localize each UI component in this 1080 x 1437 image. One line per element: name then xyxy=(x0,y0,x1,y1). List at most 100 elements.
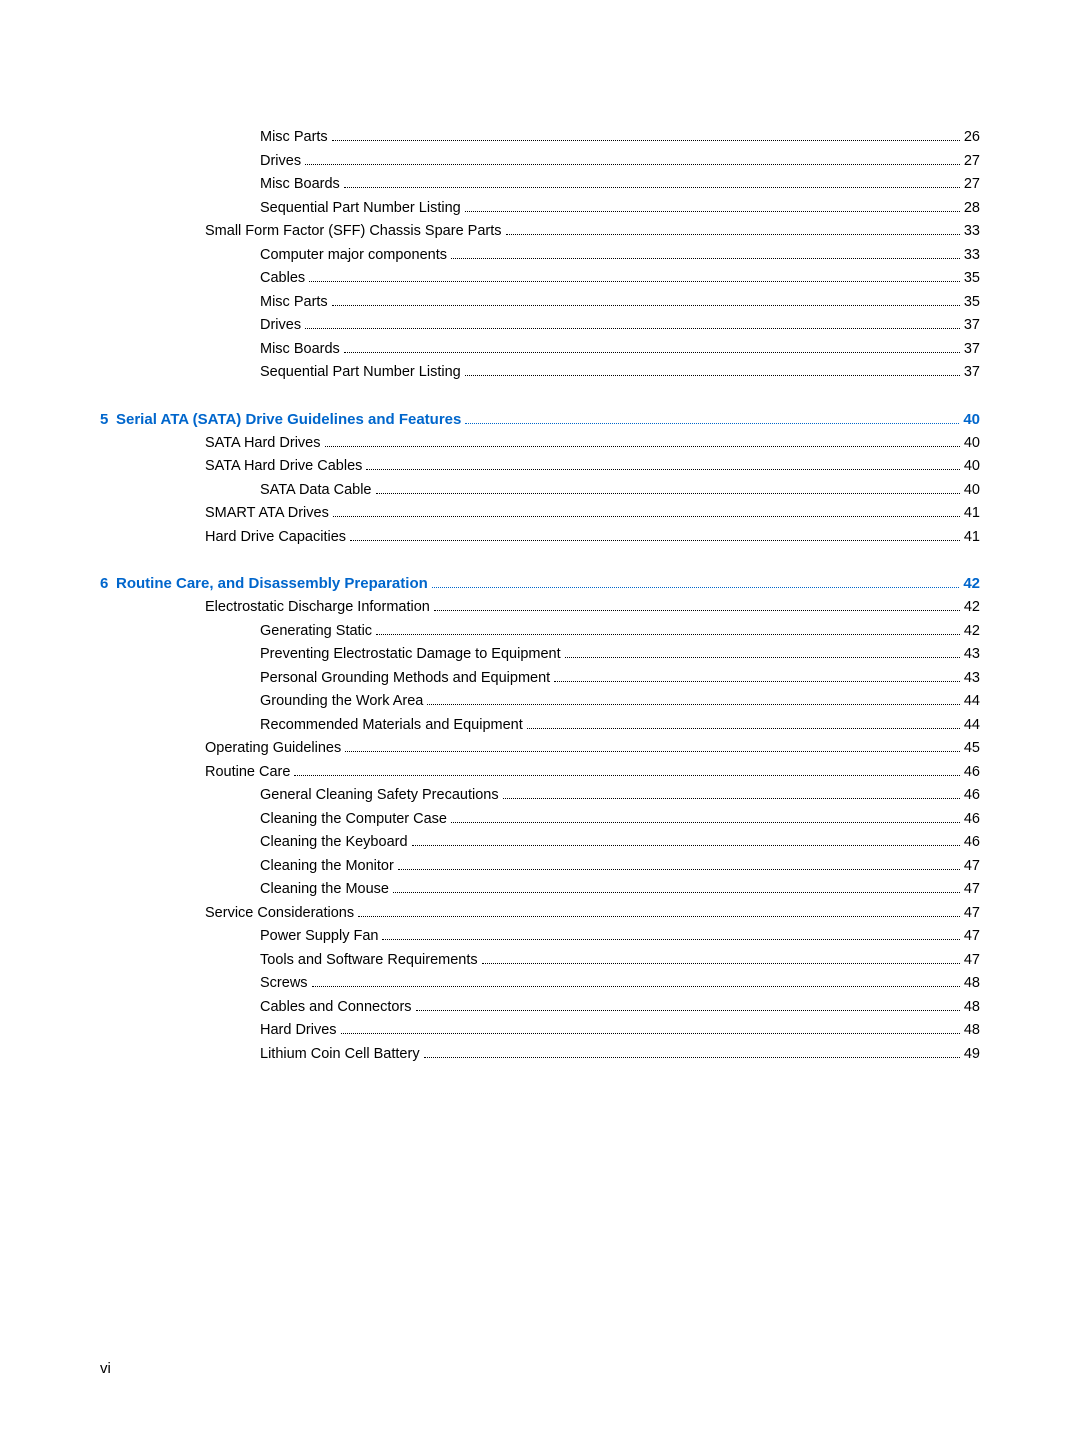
toc-entry[interactable]: Personal Grounding Methods and Equipment… xyxy=(100,671,980,686)
toc-entry[interactable]: Tools and Software Requirements 47 xyxy=(100,953,980,968)
toc-label: SATA Hard Drive Cables xyxy=(205,459,362,474)
toc-label: Routine Care, and Disassembly Preparatio… xyxy=(116,576,428,591)
toc-entry[interactable]: Screws 48 xyxy=(100,976,980,991)
toc-leader-dots xyxy=(309,281,960,282)
toc-entry[interactable]: Recommended Materials and Equipment 44 xyxy=(100,718,980,733)
toc-entry[interactable]: Computer major components 33 xyxy=(100,248,980,263)
toc-entry[interactable]: Cleaning the Monitor 47 xyxy=(100,859,980,874)
toc-entry[interactable]: SMART ATA Drives 41 xyxy=(100,506,980,521)
toc-entry[interactable]: SATA Hard Drives 40 xyxy=(100,436,980,451)
toc-page-number: 48 xyxy=(964,976,980,991)
toc-label: Cleaning the Computer Case xyxy=(260,812,447,827)
toc-page-number: 35 xyxy=(964,295,980,310)
toc-leader-dots xyxy=(366,469,959,470)
toc-entry[interactable]: Generating Static 42 xyxy=(100,624,980,639)
toc-page-number: 43 xyxy=(964,671,980,686)
toc-page-number: 44 xyxy=(964,694,980,709)
toc-label: Recommended Materials and Equipment xyxy=(260,718,523,733)
toc-entry[interactable]: Cleaning the Computer Case 46 xyxy=(100,812,980,827)
toc-leader-dots xyxy=(305,328,960,329)
toc-label: Cleaning the Mouse xyxy=(260,882,389,897)
toc-entry[interactable]: Cleaning the Keyboard 46 xyxy=(100,835,980,850)
toc-page: Misc Parts 26Drives 27Misc Boards 27Sequ… xyxy=(0,0,1080,1437)
chapter-number: 5 xyxy=(100,412,116,427)
toc-entry[interactable]: SATA Data Cable 40 xyxy=(100,483,980,498)
toc-label: Cleaning the Keyboard xyxy=(260,835,408,850)
toc-entry[interactable]: Misc Boards 27 xyxy=(100,177,980,192)
toc-leader-dots xyxy=(376,634,960,635)
toc-entry[interactable]: Drives 27 xyxy=(100,154,980,169)
toc-leader-dots xyxy=(565,657,960,658)
toc-page-number: 47 xyxy=(964,882,980,897)
toc-entry[interactable]: SATA Hard Drive Cables 40 xyxy=(100,459,980,474)
toc-leader-dots xyxy=(434,610,960,611)
page-number: vi xyxy=(100,1360,111,1377)
toc-entry[interactable]: Hard Drive Capacities 41 xyxy=(100,530,980,545)
toc-entry[interactable]: Misc Boards 37 xyxy=(100,342,980,357)
toc-label: Preventing Electrostatic Damage to Equip… xyxy=(260,647,561,662)
toc-page-number: 46 xyxy=(964,765,980,780)
toc-page-number: 26 xyxy=(964,130,980,145)
toc-label: SMART ATA Drives xyxy=(205,506,329,521)
toc-entry[interactable]: Hard Drives 48 xyxy=(100,1023,980,1038)
toc-entry[interactable]: Misc Parts 35 xyxy=(100,295,980,310)
chapter-number: 6 xyxy=(100,576,116,591)
toc-page-number: 33 xyxy=(964,224,980,239)
toc-page-number: 40 xyxy=(964,459,980,474)
toc-leader-dots xyxy=(345,751,960,752)
toc-leader-dots xyxy=(358,916,960,917)
toc-entry[interactable]: Sequential Part Number Listing 28 xyxy=(100,201,980,216)
toc-entry[interactable]: Preventing Electrostatic Damage to Equip… xyxy=(100,647,980,662)
toc-label: Drives xyxy=(260,318,301,333)
toc-leader-dots xyxy=(325,446,960,447)
toc-label: Cleaning the Monitor xyxy=(260,859,394,874)
toc-page-number: 47 xyxy=(964,859,980,874)
toc-page-number: 40 xyxy=(963,412,980,427)
toc-entry[interactable]: Drives 37 xyxy=(100,318,980,333)
toc-page-number: 43 xyxy=(964,647,980,662)
toc-label: Sequential Part Number Listing xyxy=(260,365,461,380)
toc-entry[interactable]: Small Form Factor (SFF) Chassis Spare Pa… xyxy=(100,224,980,239)
toc-label: Electrostatic Discharge Information xyxy=(205,600,430,615)
toc-label: Small Form Factor (SFF) Chassis Spare Pa… xyxy=(205,224,502,239)
toc-leader-dots xyxy=(332,305,960,306)
toc-entry[interactable]: Lithium Coin Cell Battery 49 xyxy=(100,1047,980,1062)
toc-page-number: 33 xyxy=(964,248,980,263)
toc-page-number: 45 xyxy=(964,741,980,756)
toc-label: Computer major components xyxy=(260,248,447,263)
toc-leader-dots xyxy=(527,728,960,729)
toc-chapter-entry[interactable]: 6Routine Care, and Disassembly Preparati… xyxy=(100,576,980,591)
toc-page-number: 27 xyxy=(964,177,980,192)
toc-leader-dots xyxy=(503,798,960,799)
toc-label: Cables xyxy=(260,271,305,286)
toc-page-number: 48 xyxy=(964,1000,980,1015)
toc-entry[interactable]: Electrostatic Discharge Information 42 xyxy=(100,600,980,615)
toc-label: Routine Care xyxy=(205,765,290,780)
toc-entry[interactable]: Routine Care 46 xyxy=(100,765,980,780)
toc-leader-dots xyxy=(451,258,960,259)
toc-entry[interactable]: General Cleaning Safety Precautions 46 xyxy=(100,788,980,803)
toc-label: Hard Drives xyxy=(260,1023,337,1038)
toc-label: Screws xyxy=(260,976,308,991)
toc-leader-dots xyxy=(416,1010,960,1011)
toc-leader-dots xyxy=(382,939,959,940)
toc-leader-dots xyxy=(341,1033,960,1034)
toc-entry[interactable]: Cleaning the Mouse 47 xyxy=(100,882,980,897)
toc-entry[interactable]: Cables and Connectors 48 xyxy=(100,1000,980,1015)
toc-label: General Cleaning Safety Precautions xyxy=(260,788,499,803)
toc-chapter-entry[interactable]: 5Serial ATA (SATA) Drive Guidelines and … xyxy=(100,412,980,427)
toc-page-number: 47 xyxy=(964,953,980,968)
toc-page-number: 40 xyxy=(964,483,980,498)
toc-label: Grounding the Work Area xyxy=(260,694,423,709)
toc-leader-dots xyxy=(393,892,960,893)
toc-page-number: 49 xyxy=(964,1047,980,1062)
toc-entry[interactable]: Operating Guidelines 45 xyxy=(100,741,980,756)
toc-entry[interactable]: Misc Parts 26 xyxy=(100,130,980,145)
toc-page-number: 47 xyxy=(964,906,980,921)
toc-entry[interactable]: Power Supply Fan 47 xyxy=(100,929,980,944)
toc-entry[interactable]: Cables 35 xyxy=(100,271,980,286)
toc-label: Power Supply Fan xyxy=(260,929,378,944)
toc-entry[interactable]: Sequential Part Number Listing 37 xyxy=(100,365,980,380)
toc-entry[interactable]: Service Considerations 47 xyxy=(100,906,980,921)
toc-entry[interactable]: Grounding the Work Area 44 xyxy=(100,694,980,709)
